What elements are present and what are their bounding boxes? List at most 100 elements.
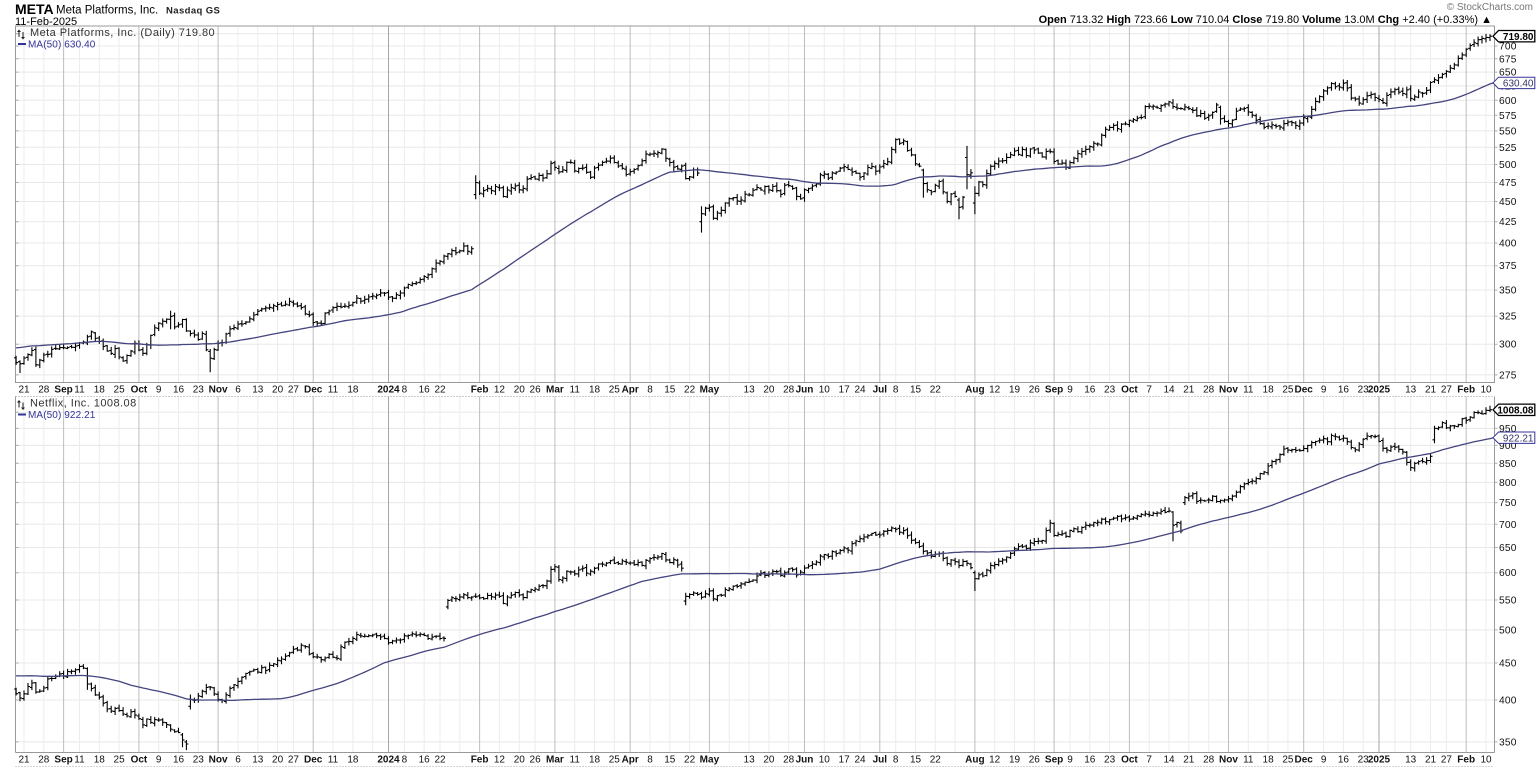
svg-text:Sep: Sep	[1045, 755, 1063, 766]
svg-text:27: 27	[288, 385, 300, 396]
svg-text:15: 15	[664, 755, 676, 766]
svg-text:800: 800	[1499, 478, 1517, 489]
svg-text:20: 20	[272, 755, 284, 766]
svg-text:950: 950	[1499, 424, 1517, 435]
svg-text:11: 11	[74, 385, 85, 396]
svg-text:12: 12	[989, 755, 1001, 766]
svg-text:11: 11	[74, 755, 85, 766]
svg-text:11: 11	[328, 755, 339, 766]
svg-text:21: 21	[1425, 385, 1437, 396]
svg-text:23: 23	[1104, 755, 1116, 766]
svg-text:23: 23	[1358, 755, 1370, 766]
svg-text:9: 9	[1321, 385, 1327, 396]
svg-text:15: 15	[664, 385, 676, 396]
svg-text:20: 20	[272, 385, 284, 396]
svg-text:13: 13	[252, 755, 264, 766]
svg-text:28: 28	[1203, 755, 1215, 766]
svg-text:8: 8	[893, 755, 899, 766]
svg-text:650: 650	[1499, 543, 1517, 554]
svg-text:7: 7	[1146, 385, 1152, 396]
svg-text:22: 22	[930, 755, 942, 766]
svg-text:9: 9	[1067, 385, 1073, 396]
svg-text:12: 12	[494, 385, 506, 396]
svg-text:525: 525	[1499, 143, 1517, 154]
svg-text:18: 18	[94, 385, 106, 396]
svg-text:23: 23	[193, 385, 205, 396]
svg-text:16: 16	[419, 755, 431, 766]
svg-text:20: 20	[514, 385, 526, 396]
svg-text:Oct: Oct	[1121, 755, 1138, 766]
svg-text:22: 22	[930, 385, 942, 396]
svg-text:20: 20	[763, 755, 775, 766]
svg-text:11-Feb-2025: 11-Feb-2025	[15, 16, 77, 28]
svg-text:15: 15	[910, 385, 922, 396]
svg-text:550: 550	[1499, 596, 1517, 607]
svg-text:Feb: Feb	[1457, 385, 1475, 396]
svg-text:9: 9	[1321, 755, 1327, 766]
svg-text:Meta Platforms, Inc. (Daily) 7: Meta Platforms, Inc. (Daily) 719.80	[30, 27, 215, 39]
svg-text:11: 11	[570, 755, 581, 766]
svg-text:Jul: Jul	[873, 385, 888, 396]
svg-text:26: 26	[1029, 755, 1041, 766]
svg-text:8: 8	[402, 755, 408, 766]
svg-text:350: 350	[1499, 737, 1517, 748]
svg-text:Aug: Aug	[965, 385, 984, 396]
svg-text:Nov: Nov	[209, 385, 228, 396]
svg-text:10: 10	[1480, 385, 1492, 396]
svg-text:850: 850	[1499, 459, 1517, 470]
svg-text:22: 22	[684, 755, 696, 766]
svg-text:10: 10	[1480, 755, 1492, 766]
svg-text:2024: 2024	[377, 385, 400, 396]
svg-text:Dec: Dec	[1295, 755, 1314, 766]
svg-text:8: 8	[647, 755, 653, 766]
svg-text:13: 13	[744, 385, 756, 396]
svg-text:MA(50) 922.21: MA(50) 922.21	[28, 410, 96, 421]
svg-text:May: May	[700, 385, 720, 396]
svg-text:18: 18	[589, 385, 601, 396]
svg-text:13: 13	[744, 755, 756, 766]
svg-text:25: 25	[609, 755, 621, 766]
svg-text:18: 18	[94, 755, 106, 766]
svg-text:Mar: Mar	[546, 385, 564, 396]
svg-text:Sep: Sep	[54, 755, 72, 766]
svg-text:22: 22	[434, 755, 446, 766]
svg-text:25: 25	[114, 385, 126, 396]
svg-text:Nov: Nov	[1219, 755, 1238, 766]
svg-text:16: 16	[1084, 755, 1096, 766]
svg-text:MA(50) 630.40: MA(50) 630.40	[28, 40, 96, 51]
svg-text:Jun: Jun	[796, 385, 814, 396]
svg-text:400: 400	[1499, 696, 1517, 707]
svg-text:21: 21	[18, 385, 30, 396]
svg-text:719.80: 719.80	[1503, 32, 1534, 43]
svg-text:© StockCharts.com: © StockCharts.com	[1447, 2, 1533, 13]
svg-text:2025: 2025	[1368, 385, 1391, 396]
svg-text:700: 700	[1499, 42, 1517, 53]
svg-text:13: 13	[252, 385, 264, 396]
svg-text:375: 375	[1499, 261, 1517, 272]
svg-text:Dec: Dec	[304, 755, 323, 766]
svg-text:21: 21	[1183, 385, 1195, 396]
svg-text:10: 10	[819, 385, 831, 396]
svg-text:500: 500	[1499, 160, 1517, 171]
svg-text:400: 400	[1499, 239, 1517, 250]
svg-text:11: 11	[570, 385, 581, 396]
svg-text:14: 14	[1163, 385, 1175, 396]
svg-text:25: 25	[609, 385, 621, 396]
svg-text:300: 300	[1499, 340, 1517, 351]
svg-text:Netflix, Inc. 1008.08: Netflix, Inc. 1008.08	[30, 398, 137, 410]
svg-text:450: 450	[1499, 197, 1517, 208]
svg-text:18: 18	[347, 385, 359, 396]
svg-text:700: 700	[1499, 520, 1517, 531]
svg-text:24: 24	[854, 755, 866, 766]
svg-text:Sep: Sep	[1045, 385, 1063, 396]
svg-text:16: 16	[1084, 385, 1096, 396]
svg-text:Nov: Nov	[209, 755, 228, 766]
svg-text:600: 600	[1499, 568, 1517, 579]
svg-text:1008.08: 1008.08	[1497, 405, 1534, 416]
svg-text:18: 18	[1263, 755, 1275, 766]
svg-text:19: 19	[1009, 755, 1021, 766]
svg-text:13: 13	[1405, 755, 1417, 766]
svg-text:Oct: Oct	[1121, 385, 1138, 396]
svg-text:28: 28	[783, 755, 795, 766]
svg-text:19: 19	[1009, 385, 1021, 396]
